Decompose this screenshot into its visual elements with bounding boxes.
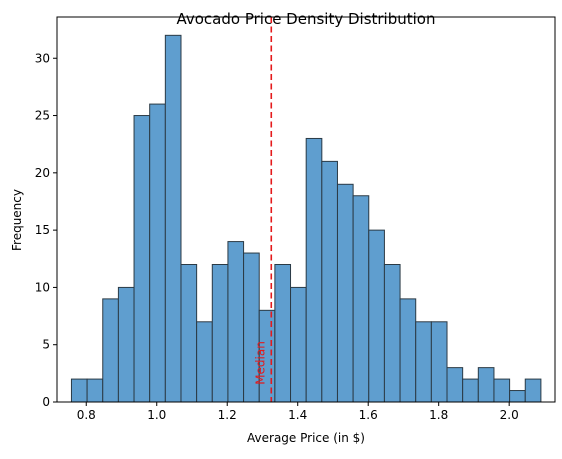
histogram-bar [133,115,151,403]
histogram-bar [336,183,354,403]
y-tick-label: 5 [42,338,50,352]
histogram-bar [430,321,448,403]
histogram-bar [164,34,182,403]
x-tick-label: 1.0 [147,408,166,422]
median-group: Median [253,17,273,402]
histogram-bar [509,390,526,403]
histogram-bar [368,229,385,403]
histogram-bar [399,298,417,403]
y-tick-label: 10 [35,280,50,294]
x-axis-ticks: 0.8 1.0 1.2 1.4 1.6 1.8 2.0 [77,402,519,422]
histogram-bar [352,195,370,403]
histogram-bar [227,241,245,403]
plot-frame [56,16,556,403]
y-tick-label: 30 [35,51,50,65]
histogram-bar [493,378,511,403]
histogram-bar [274,264,292,403]
bars-group [70,34,542,403]
histogram-bar [524,378,542,403]
x-axis-label: Average Price (in $) [247,431,365,445]
median-label: Median [253,341,267,385]
histogram-bar [86,378,104,403]
histogram-bar [196,321,213,403]
histogram-bar [117,286,135,403]
x-tick-label: 0.8 [77,408,96,422]
histogram-bar [477,367,495,403]
histogram-bar [290,286,307,403]
histogram-bar [446,367,464,403]
histogram-bar [462,378,479,403]
x-tick-label: 1.4 [288,408,307,422]
histogram-bar [102,298,119,403]
y-tick-label: 15 [35,223,50,237]
y-axis-label: Frequency [10,189,24,251]
histogram-bar [415,321,432,403]
y-tick-label: 20 [35,166,50,180]
histogram-bar [211,264,229,403]
histogram-bar [149,103,166,403]
x-tick-label: 2.0 [500,408,519,422]
y-tick-label: 0 [42,395,50,409]
histogram-bar [383,264,401,403]
chart-title: Avocado Price Density Distribution [176,10,435,28]
x-tick-label: 1.8 [429,408,448,422]
histogram-bar [321,160,338,403]
x-tick-label: 1.6 [359,408,378,422]
y-tick-label: 25 [35,109,50,123]
histogram-bar [305,137,323,403]
histogram-bar [180,264,198,403]
histogram-bar [70,378,88,403]
x-tick-label: 1.2 [218,408,237,422]
y-axis-ticks: 0 5 10 15 20 25 30 [35,51,57,409]
